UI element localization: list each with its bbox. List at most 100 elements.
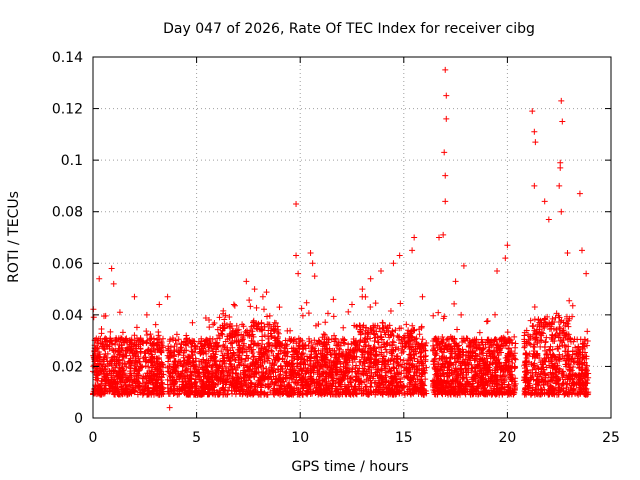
- roti-point: [146, 373, 153, 380]
- roti-point: [131, 293, 138, 300]
- roti-point: [491, 354, 498, 361]
- roti-point: [469, 374, 476, 381]
- roti-point: [93, 368, 100, 375]
- roti-point: [540, 323, 547, 330]
- roti-point: [357, 328, 364, 335]
- roti-point: [145, 346, 152, 353]
- roti-point: [464, 378, 471, 385]
- roti-point: [545, 378, 552, 385]
- roti-point: [345, 369, 352, 376]
- roti-point: [583, 389, 590, 396]
- roti-point: [367, 325, 374, 332]
- y-axis-label: ROTI / TECUs: [6, 191, 22, 283]
- roti-point: [351, 388, 358, 395]
- roti-point: [548, 336, 555, 343]
- roti-point: [409, 322, 416, 329]
- roti-point: [478, 356, 485, 363]
- roti-point: [271, 360, 278, 367]
- roti-point: [202, 367, 209, 374]
- roti-point: [197, 350, 204, 357]
- roti-point: [224, 344, 231, 351]
- roti-point: [532, 381, 539, 388]
- roti-point: [375, 384, 382, 391]
- roti-point: [263, 343, 270, 350]
- roti-point: [330, 377, 337, 384]
- roti-point: [251, 286, 258, 293]
- roti-point: [216, 361, 223, 368]
- roti-point: [487, 353, 494, 360]
- roti-point: [150, 345, 157, 352]
- roti-point: [367, 349, 374, 356]
- roti-point: [371, 345, 378, 352]
- roti-point: [521, 336, 528, 343]
- roti-point: [564, 336, 571, 343]
- roti-point: [214, 389, 221, 396]
- roti-point: [465, 379, 472, 386]
- roti-point: [143, 311, 150, 318]
- roti-point: [554, 330, 561, 337]
- roti-point: [108, 372, 115, 379]
- roti-point: [299, 368, 306, 375]
- roti-point: [231, 337, 238, 344]
- roti-point: [325, 336, 332, 343]
- roti-point: [372, 300, 379, 307]
- roti-point: [551, 319, 558, 326]
- roti-point: [293, 200, 300, 207]
- roti-point: [536, 391, 543, 398]
- roti-point: [372, 379, 379, 386]
- roti-point: [331, 362, 338, 369]
- roti-point: [95, 382, 102, 389]
- roti-point: [414, 358, 421, 365]
- roti-point: [203, 336, 210, 343]
- roti-point: [249, 328, 256, 335]
- roti-point: [238, 375, 245, 382]
- roti-point: [555, 389, 562, 396]
- roti-point: [246, 297, 253, 304]
- roti-point: [521, 390, 528, 397]
- roti-point: [115, 356, 122, 363]
- roti-point: [565, 360, 572, 367]
- roti-point: [482, 369, 489, 376]
- roti-point: [419, 336, 426, 343]
- roti-point: [188, 372, 195, 379]
- roti-point: [359, 370, 366, 377]
- roti-point: [165, 368, 172, 375]
- roti-point: [387, 308, 394, 315]
- roti-point: [231, 386, 238, 393]
- roti-point: [228, 361, 235, 368]
- roti-point: [260, 370, 267, 377]
- roti-point: [554, 362, 561, 369]
- roti-point: [411, 355, 418, 362]
- roti-point: [486, 350, 493, 357]
- roti-point: [299, 375, 306, 382]
- roti-point: [292, 348, 299, 355]
- roti-point: [224, 333, 231, 340]
- roti-point: [137, 363, 144, 370]
- roti-point: [118, 336, 125, 343]
- roti-point: [414, 366, 421, 373]
- roti-point: [303, 379, 310, 386]
- roti-point: [148, 379, 155, 386]
- roti-point: [488, 387, 495, 394]
- roti-point: [405, 361, 412, 368]
- roti-point: [406, 380, 413, 387]
- roti-point: [421, 387, 428, 394]
- roti-point: [264, 354, 271, 361]
- roti-point: [180, 362, 187, 369]
- roti-point: [497, 343, 504, 350]
- roti-point: [378, 361, 385, 368]
- roti-point: [244, 391, 251, 398]
- roti-point: [204, 375, 211, 382]
- roti-point: [556, 385, 563, 392]
- roti-point: [220, 307, 227, 314]
- roti-point: [535, 376, 542, 383]
- roti-point: [534, 340, 541, 347]
- roti-point: [549, 315, 556, 322]
- roti-point: [235, 338, 242, 345]
- roti-point: [411, 327, 418, 334]
- roti-point: [487, 371, 494, 378]
- roti-point: [422, 347, 429, 354]
- roti-point: [460, 349, 467, 356]
- roti-point: [271, 319, 278, 326]
- roti-point: [143, 339, 150, 346]
